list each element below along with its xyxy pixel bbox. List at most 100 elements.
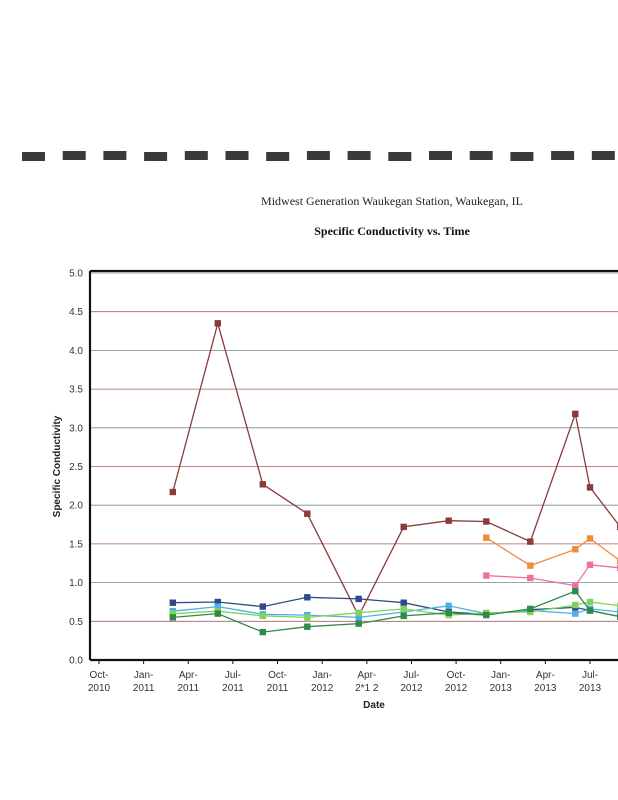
border-dash [306, 151, 330, 160]
border-dash [184, 151, 208, 160]
y-axis-label: Specific Conductivity [52, 415, 63, 517]
data-point [259, 481, 266, 488]
data-point [483, 611, 490, 619]
x-tick-label: Jul- [582, 670, 598, 681]
data-point [259, 603, 266, 610]
data-point [572, 582, 579, 589]
data-point [572, 610, 579, 617]
data-point [304, 510, 311, 517]
data-point [355, 609, 362, 616]
y-tick-label: 5.0 [69, 269, 83, 280]
border-dash [22, 152, 45, 161]
data-point [586, 484, 594, 491]
gridlines [88, 269, 618, 662]
data-point [445, 517, 452, 524]
data-point [355, 614, 362, 621]
border-dash [103, 151, 127, 160]
x-axis-ticks: Oct- 2010 Jan- 2011 Apr- 2011 Jul- 2011 Oct- 2011… [88, 660, 602, 694]
border-dash [347, 151, 371, 160]
x-tick-label: 2011 [267, 683, 289, 694]
border-dash [429, 151, 452, 160]
x-tick-label: 2012 [445, 683, 468, 694]
chart-subtitle: Specific Conductivity vs. Time [314, 224, 470, 238]
y-tick-label: 3.5 [69, 385, 83, 396]
x-tick-label: Jan- [312, 670, 331, 681]
data-point [527, 538, 534, 545]
x-tick-label: Apr- [357, 670, 376, 681]
x-tick-label: Oct- [447, 670, 466, 681]
x-tick-label: 2013 [534, 683, 557, 694]
scan-dash-border [22, 151, 615, 161]
data-point [483, 534, 490, 541]
series-line-2 [485, 537, 618, 567]
data-point [483, 518, 490, 525]
border-dash [388, 152, 412, 161]
data-point [445, 602, 452, 609]
border-dash [225, 151, 249, 160]
data-point [169, 610, 176, 617]
data-point [169, 488, 176, 496]
x-tick-label: Jan- [134, 670, 153, 681]
x-tick-label: 2012 [311, 683, 334, 694]
y-tick-label: 2.0 [69, 501, 83, 512]
x-tick-label: Oct- [90, 670, 109, 681]
border-dash [469, 151, 493, 160]
data-point [572, 587, 579, 595]
data-point [169, 599, 176, 606]
border-dash [266, 152, 290, 161]
x-tick-label: 2011 [178, 683, 200, 694]
border-dash [591, 151, 615, 160]
x-tick-label: 2010 [88, 683, 111, 694]
data-point [400, 612, 407, 620]
data-point [586, 535, 594, 542]
data-point [586, 607, 594, 614]
x-tick-label: 2013 [579, 683, 602, 694]
x-tick-label: Apr- [179, 670, 198, 681]
data-point [586, 561, 594, 568]
border-dash [62, 151, 86, 160]
data-point [304, 623, 311, 630]
x-axis-label: Date [363, 700, 385, 711]
data-point [445, 609, 452, 616]
data-point [355, 595, 362, 603]
data-point [304, 614, 311, 621]
y-tick-label: 4.0 [69, 346, 83, 357]
x-tick-label: Jan- [491, 670, 510, 681]
x-tick-label: 2011 [133, 683, 155, 694]
y-axis-ticks: 0.0 0.5 1.0 1.5 2.0 2.5 3.0 3.5 4.0 4.5 5.0 [69, 269, 83, 667]
data-point [527, 562, 534, 569]
data-point [214, 610, 221, 617]
series-line-5 [172, 605, 618, 619]
plot-area [169, 320, 618, 636]
chart-title: Midwest Generation Waukegan Station, Wau… [261, 194, 523, 208]
y-tick-label: 3.0 [69, 423, 83, 434]
data-point [572, 601, 579, 609]
data-point [355, 620, 362, 627]
y-tick-label: 1.0 [69, 578, 83, 589]
x-tick-label: 2*1 2 [355, 683, 379, 694]
x-tick-label: 2012 [400, 683, 423, 694]
x-tick-label: 2013 [490, 683, 513, 694]
border-dash [551, 151, 575, 160]
data-point [214, 320, 221, 327]
y-tick-label: 2.5 [69, 462, 83, 473]
data-point [400, 599, 407, 606]
x-tick-label: Apr- [536, 670, 555, 681]
data-point [214, 598, 221, 606]
border-dash [510, 152, 534, 161]
data-point [259, 628, 266, 636]
data-point [400, 605, 407, 613]
data-point [214, 603, 221, 610]
y-tick-label: 0.0 [69, 656, 83, 667]
data-point [483, 572, 490, 579]
data-point [169, 614, 176, 621]
data-point [259, 612, 266, 620]
series-line-7 [172, 590, 618, 633]
data-point [527, 605, 534, 613]
y-tick-label: 1.5 [69, 539, 83, 550]
data-point [527, 574, 534, 582]
y-tick-label: 4.5 [69, 307, 83, 318]
border-dash [144, 152, 168, 161]
data-point [304, 594, 311, 601]
